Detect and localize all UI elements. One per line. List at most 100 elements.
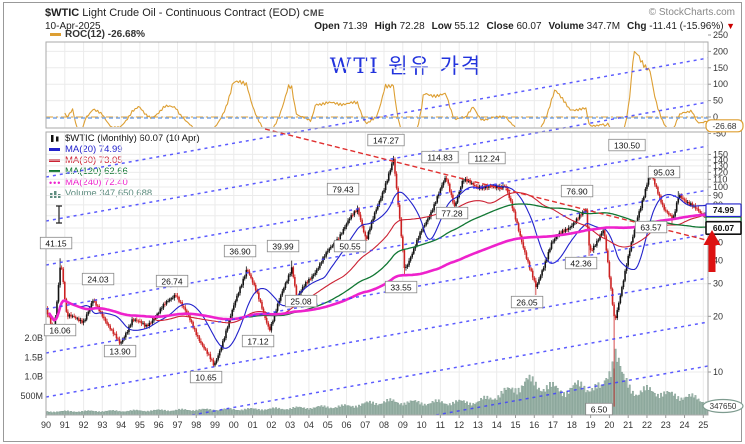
svg-text:05: 05 bbox=[323, 420, 333, 430]
legend-text: MA(120) 62.66 bbox=[65, 166, 128, 177]
svg-text:200: 200 bbox=[713, 46, 728, 56]
svg-text:18: 18 bbox=[567, 420, 577, 430]
svg-text:110: 110 bbox=[713, 174, 727, 184]
svg-text:03: 03 bbox=[285, 420, 295, 430]
svg-text:95.03: 95.03 bbox=[653, 167, 675, 177]
legend-text: Volume 347,650,688 bbox=[65, 188, 153, 199]
svg-text:16: 16 bbox=[529, 420, 539, 430]
svg-text:130.50: 130.50 bbox=[614, 140, 640, 150]
svg-text:17.12: 17.12 bbox=[247, 336, 269, 346]
legend-row: MA(20) 74.99 bbox=[49, 144, 200, 155]
legend-text: MA(240) 72.40 bbox=[65, 177, 128, 188]
instrument-name: Light Crude Oil - Continuous Contract (E… bbox=[82, 7, 300, 19]
svg-text:150: 150 bbox=[713, 149, 728, 159]
roc-swatch-icon bbox=[50, 33, 61, 36]
svg-text:100: 100 bbox=[713, 182, 728, 192]
blue-channel-line bbox=[46, 233, 708, 354]
svg-text:79.43: 79.43 bbox=[332, 184, 354, 194]
svg-text:140: 140 bbox=[713, 155, 728, 165]
svg-text:91: 91 bbox=[60, 420, 70, 430]
red-up-arrow-annotation bbox=[703, 230, 721, 272]
legend-text: MA(20) 74.99 bbox=[65, 144, 123, 155]
svg-text:24: 24 bbox=[680, 420, 690, 430]
svg-text:07: 07 bbox=[360, 420, 370, 430]
axis-value-boxes: 74.99 60.07 -26.68 347650 bbox=[702, 119, 744, 414]
svg-text:30: 30 bbox=[713, 279, 723, 289]
svg-text:21: 21 bbox=[623, 420, 633, 430]
svg-text:11: 11 bbox=[436, 420, 445, 430]
svg-text:39.99: 39.99 bbox=[272, 241, 294, 251]
svg-text:74.99: 74.99 bbox=[713, 205, 735, 215]
svg-text:50.55: 50.55 bbox=[339, 241, 361, 251]
text-cursor-ibeam bbox=[56, 205, 62, 224]
svg-text:09: 09 bbox=[398, 420, 408, 430]
legend-row: MA(120) 62.66 bbox=[49, 166, 200, 177]
svg-text:96: 96 bbox=[154, 420, 164, 430]
quote-value: 347.7M bbox=[583, 21, 621, 32]
quote-value: 71.39 bbox=[339, 21, 368, 32]
ticker-symbol: $WTIC bbox=[45, 7, 80, 19]
roc-line bbox=[64, 50, 708, 127]
svg-text:02: 02 bbox=[266, 420, 276, 430]
svg-text:06: 06 bbox=[341, 420, 351, 430]
chart-date: 10-Apr-2025 bbox=[45, 21, 101, 32]
svg-text:60.07: 60.07 bbox=[713, 223, 735, 233]
svg-text:100: 100 bbox=[713, 79, 728, 89]
svg-text:97: 97 bbox=[172, 420, 182, 430]
svg-text:93: 93 bbox=[97, 420, 107, 430]
blue-channel-line bbox=[46, 189, 708, 310]
svg-text:22: 22 bbox=[642, 420, 652, 430]
svg-text:01: 01 bbox=[248, 420, 258, 430]
svg-text:13.90: 13.90 bbox=[109, 346, 131, 356]
quote-value: 55.12 bbox=[451, 21, 480, 32]
svg-text:10: 10 bbox=[417, 420, 427, 430]
svg-text:0: 0 bbox=[713, 112, 718, 122]
quote-value: 72.28 bbox=[396, 21, 425, 32]
price-annotations: 41.15 24.03 16.06 13.90 26.74 10.65 36.90 17.12… bbox=[39, 133, 681, 416]
svg-text:42.36: 42.36 bbox=[570, 258, 592, 268]
svg-text:20: 20 bbox=[713, 311, 723, 321]
svg-text:20: 20 bbox=[604, 420, 614, 430]
roc-indicator-legend[interactable]: ROC(12) -26.68% bbox=[50, 29, 145, 40]
svg-text:36.90: 36.90 bbox=[229, 246, 251, 256]
axis-labels: 250200150100500-501501401301201101009080… bbox=[20, 30, 728, 430]
copyright-note: © StockCharts.com bbox=[648, 7, 735, 18]
roc-indicator bbox=[46, 50, 708, 127]
svg-text:150: 150 bbox=[713, 63, 728, 73]
handwritten-annotation: WTI 원유 가격 bbox=[329, 54, 483, 78]
svg-text:112.24: 112.24 bbox=[474, 153, 500, 163]
svg-text:500M: 500M bbox=[20, 391, 43, 401]
svg-text:10.65: 10.65 bbox=[195, 372, 217, 382]
svg-text:26.05: 26.05 bbox=[516, 297, 538, 307]
svg-text:04: 04 bbox=[304, 420, 314, 430]
svg-text:17: 17 bbox=[548, 420, 558, 430]
svg-text:23: 23 bbox=[661, 420, 671, 430]
ma60-line bbox=[48, 191, 708, 324]
svg-text:90: 90 bbox=[41, 420, 51, 430]
svg-text:14: 14 bbox=[492, 420, 502, 430]
quote-label: Open bbox=[314, 21, 340, 32]
ohlc-quote-bar: Open 71.39 High 72.28 Low 55.12 Close 60.07… bbox=[307, 21, 735, 32]
svg-text:147.27: 147.27 bbox=[373, 135, 399, 145]
svg-text:120: 120 bbox=[713, 167, 728, 177]
legend-text: $WTIC (Monthly) 60.07 (10 Apr) bbox=[65, 133, 200, 144]
svg-text:114.83: 114.83 bbox=[427, 152, 453, 162]
svg-text:50: 50 bbox=[713, 96, 723, 106]
svg-text:-26.68: -26.68 bbox=[712, 121, 736, 131]
trendline-annotations bbox=[46, 57, 708, 415]
svg-text:92: 92 bbox=[79, 420, 89, 430]
svg-text:76.90: 76.90 bbox=[566, 186, 588, 196]
svg-text:1.0B: 1.0B bbox=[24, 372, 43, 382]
blue-channel-line bbox=[46, 101, 708, 222]
svg-text:15: 15 bbox=[510, 420, 520, 430]
svg-text:40: 40 bbox=[713, 256, 723, 266]
panel-borders bbox=[45, 41, 709, 416]
quote-label: High bbox=[374, 21, 397, 32]
svg-text:-50: -50 bbox=[713, 128, 726, 138]
svg-text:98: 98 bbox=[191, 420, 201, 430]
svg-text:347650: 347650 bbox=[710, 402, 737, 411]
blue-channel-line bbox=[46, 277, 708, 398]
chart-title: $WTIC Light Crude Oil - Continuous Contr… bbox=[45, 7, 325, 19]
